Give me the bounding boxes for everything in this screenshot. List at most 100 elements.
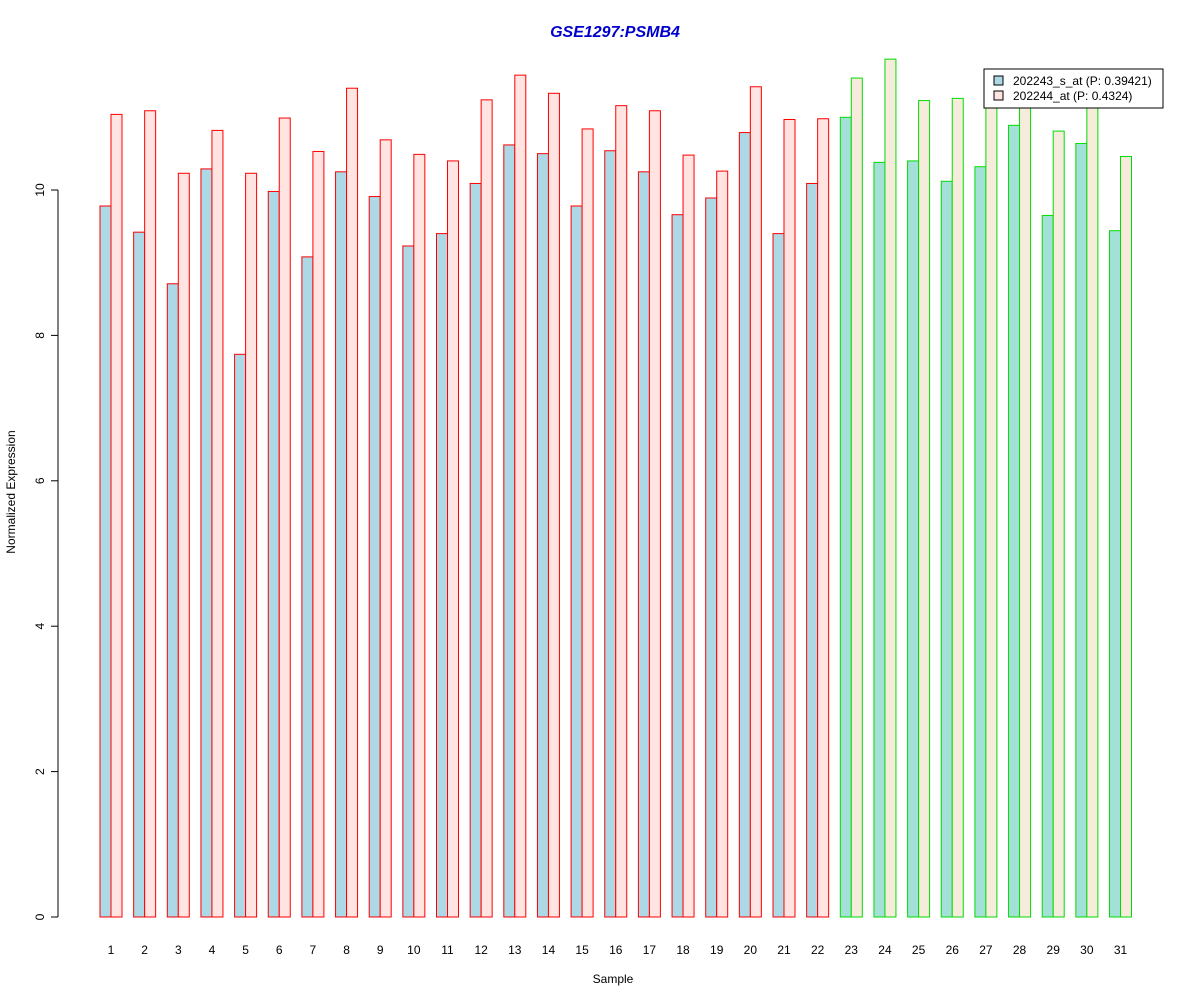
- bar-sample-2-series-1: [133, 231, 146, 918]
- x-tick-label: 7: [310, 943, 317, 957]
- bar-sample-14-series-1: [536, 153, 549, 918]
- x-tick-label: 23: [845, 943, 859, 957]
- bar-sample-29-series-1: [1041, 214, 1054, 918]
- bar-sample-7-series-2: [312, 150, 325, 918]
- bar-sample-6-series-1: [267, 190, 280, 918]
- bar-sample-10-series-2: [413, 153, 426, 918]
- x-tick-label: 20: [744, 943, 758, 957]
- bar-sample-25-series-1: [907, 160, 920, 918]
- x-tick-label: 9: [377, 943, 384, 957]
- bar-sample-10-series-1: [402, 245, 415, 918]
- bar-sample-27-series-2: [985, 102, 998, 918]
- bar-sample-27-series-1: [974, 166, 987, 918]
- bar-sample-4-series-1: [200, 168, 213, 918]
- bar-sample-13-series-1: [503, 144, 516, 918]
- x-tick-label: 8: [343, 943, 350, 957]
- x-tick-label: 2: [141, 943, 148, 957]
- x-tick-label: 25: [912, 943, 926, 957]
- bar-sample-12-series-1: [469, 182, 482, 918]
- x-tick-label: 21: [777, 943, 791, 957]
- bar-sample-24-series-2: [884, 58, 897, 918]
- bar-sample-31-series-1: [1109, 230, 1121, 918]
- bar-sample-3-series-2: [177, 172, 190, 918]
- bar-sample-14-series-2: [547, 92, 560, 918]
- bar-sample-26-series-2: [951, 97, 964, 918]
- bar-sample-18-series-1: [671, 214, 684, 918]
- x-tick-label: 5: [242, 943, 249, 957]
- y-tick-label: 10: [33, 183, 47, 197]
- bar-sample-25-series-2: [918, 100, 931, 918]
- bar-sample-8-series-1: [335, 171, 348, 918]
- bar-sample-23-series-2: [850, 77, 863, 918]
- x-tick-label: 4: [209, 943, 216, 957]
- y-tick-label: 4: [33, 623, 47, 630]
- x-tick-label: 17: [643, 943, 657, 957]
- bar-sample-21-series-2: [783, 118, 796, 918]
- bar-sample-11-series-1: [436, 233, 448, 918]
- y-tick-label: 8: [33, 332, 47, 339]
- x-tick-label: 12: [474, 943, 488, 957]
- x-tick-label: 28: [1013, 943, 1027, 957]
- legend-swatch-series-1: [993, 75, 1004, 86]
- bar-sample-15-series-1: [570, 205, 583, 918]
- bar-sample-16-series-2: [615, 105, 628, 918]
- bar-sample-5-series-2: [245, 172, 258, 918]
- bar-sample-4-series-2: [211, 129, 224, 918]
- legend-label-series-2: 202244_at (P: 0.4324): [1013, 89, 1132, 103]
- bar-sample-21-series-1: [772, 233, 785, 918]
- x-tick-label: 6: [276, 943, 283, 957]
- bar-sample-3-series-1: [166, 283, 179, 918]
- bar-sample-12-series-2: [480, 99, 493, 918]
- legend-label-series-1: 202243_s_at (P: 0.39421): [1013, 74, 1152, 88]
- x-tick-label: 3: [175, 943, 182, 957]
- bar-sample-20-series-2: [749, 86, 762, 918]
- bars: [99, 58, 1132, 918]
- bar-sample-17-series-2: [648, 110, 661, 918]
- bar-sample-8-series-2: [346, 87, 359, 918]
- x-tick-label: 15: [575, 943, 589, 957]
- bar-sample-20-series-1: [738, 132, 751, 918]
- x-axis-tick-labels: 1 2 3 4 5 6 7 8 9 10 11 12 13 14 15 16 17 18 19 20 21 22 23 24 2…: [108, 943, 1128, 957]
- bar-sample-1-series-1: [99, 205, 112, 918]
- bar-sample-18-series-2: [682, 154, 695, 918]
- x-tick-label: 24: [878, 943, 892, 957]
- bar-sample-16-series-1: [604, 150, 617, 918]
- x-tick-label: 29: [1047, 943, 1061, 957]
- x-tick-label: 18: [676, 943, 690, 957]
- bar-sample-29-series-2: [1052, 130, 1065, 918]
- bar-sample-28-series-1: [1008, 124, 1021, 918]
- x-tick-label: 13: [508, 943, 522, 957]
- bar-sample-13-series-2: [514, 74, 527, 918]
- x-tick-label: 22: [811, 943, 825, 957]
- x-tick-label: 11: [441, 943, 454, 957]
- bar-sample-28-series-2: [1019, 94, 1032, 918]
- y-axis: 0 2 4 6 8 10: [33, 183, 59, 920]
- bar-sample-22-series-2: [817, 118, 830, 918]
- legend: 202243_s_at (P: 0.39421)202244_at (P: 0.…: [983, 68, 1164, 109]
- x-tick-label: 1: [108, 943, 115, 957]
- x-tick-label: 10: [407, 943, 421, 957]
- bar-sample-9-series-1: [368, 196, 381, 918]
- bar-sample-22-series-1: [806, 182, 819, 918]
- x-tick-label: 30: [1080, 943, 1094, 957]
- legend-box: [983, 68, 1164, 109]
- bar-sample-1-series-2: [110, 113, 123, 918]
- bar-sample-11-series-2: [447, 160, 459, 918]
- bar-sample-19-series-1: [705, 197, 718, 918]
- y-tick-label: 6: [33, 477, 47, 484]
- x-tick-label: 16: [609, 943, 623, 957]
- legend-swatch-series-2: [993, 90, 1004, 101]
- bar-sample-15-series-2: [581, 128, 594, 918]
- x-tick-label: 14: [542, 943, 556, 957]
- x-axis-label: Sample: [593, 972, 634, 986]
- chart-title: GSE1297:PSMB4: [550, 24, 680, 41]
- bar-sample-31-series-2: [1120, 156, 1132, 918]
- bar-sample-30-series-2: [1086, 98, 1099, 918]
- bar-sample-7-series-1: [301, 256, 314, 918]
- x-tick-label: 27: [979, 943, 993, 957]
- y-tick-label: 2: [33, 768, 47, 775]
- bar-sample-6-series-2: [278, 117, 291, 918]
- bar-sample-17-series-1: [637, 171, 650, 918]
- x-tick-label: 26: [946, 943, 960, 957]
